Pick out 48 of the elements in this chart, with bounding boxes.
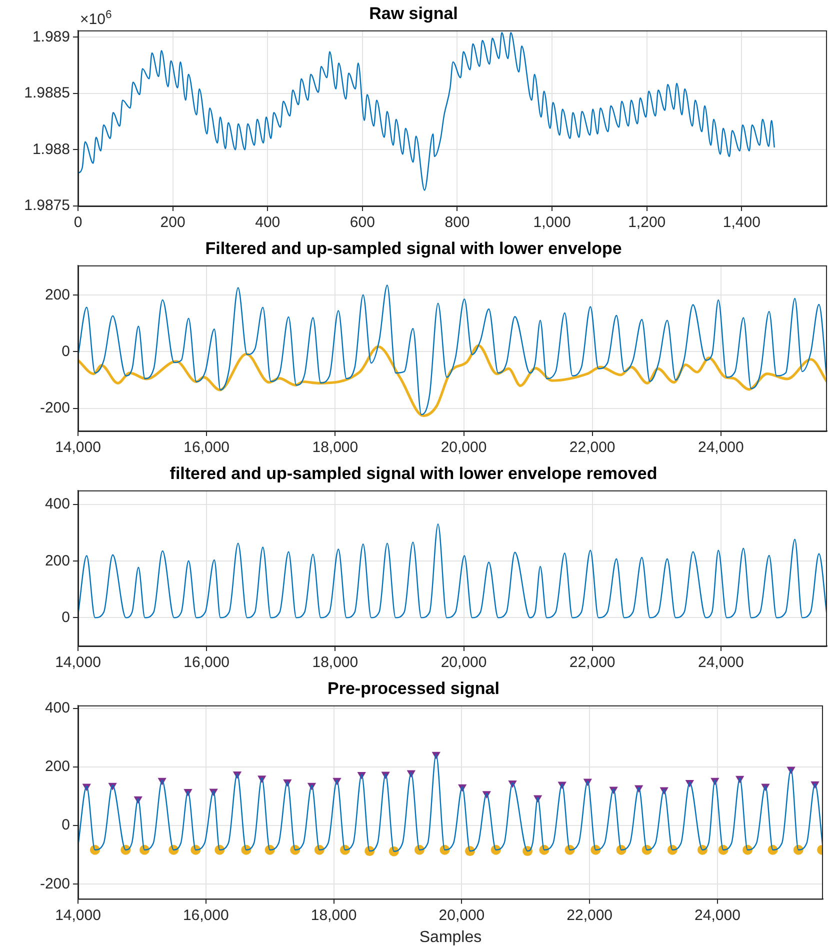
x-tick-label: 14,000 bbox=[55, 906, 101, 924]
x-tick-label: 16,000 bbox=[184, 654, 230, 672]
x-tick-label: 20,000 bbox=[440, 654, 487, 672]
x-tick-label: 0 bbox=[74, 214, 82, 232]
x-tick-label: 24,000 bbox=[698, 439, 744, 456]
x-tick-label: 1,400 bbox=[722, 214, 760, 232]
x-tick-label: 18,000 bbox=[312, 439, 358, 456]
x-tick-label: 1,000 bbox=[533, 214, 571, 232]
x-tick-label: 400 bbox=[255, 214, 280, 232]
x-tick-label: 20,000 bbox=[440, 439, 487, 456]
x-tick-label: 800 bbox=[444, 214, 470, 232]
chart-title: Filtered and up-sampled signal with lower envelope bbox=[205, 238, 622, 258]
x-tick-label: 1,200 bbox=[628, 214, 666, 232]
x-tick-label: 18,000 bbox=[312, 654, 358, 672]
x-tick-label: 600 bbox=[350, 214, 375, 232]
y-tick-label: 400 bbox=[44, 496, 70, 513]
y-tick-label: -200 bbox=[40, 875, 70, 892]
y-tick-label: 200 bbox=[44, 552, 70, 570]
x-tick-label: 22,000 bbox=[569, 439, 616, 456]
x-tick-label: 24,000 bbox=[694, 906, 740, 924]
x-tick-label: 14,000 bbox=[55, 654, 101, 672]
x-axis-title: Samples bbox=[419, 928, 482, 946]
chart-title: Raw signal bbox=[369, 4, 458, 23]
y-tick-label: 0 bbox=[62, 342, 70, 360]
y-tick-label: 1.988 bbox=[32, 140, 70, 158]
x-tick-label: 22,000 bbox=[566, 906, 613, 924]
x-tick-label: 22,000 bbox=[569, 654, 616, 672]
chart-title: Pre-processed signal bbox=[328, 678, 500, 698]
line-series bbox=[78, 523, 827, 618]
y-tick-label: 0 bbox=[62, 608, 70, 626]
y-tick-label: 1.9875 bbox=[24, 197, 70, 214]
y-tick-label: 1.989 bbox=[32, 28, 70, 46]
x-tick-label: 14,000 bbox=[55, 439, 101, 456]
chart-title: filtered and up-sampled signal with lower envelope removed bbox=[170, 464, 658, 483]
x-tick-label: 16,000 bbox=[182, 906, 229, 924]
y-tick-label: 1.9885 bbox=[24, 84, 70, 102]
y-tick-label: -200 bbox=[40, 399, 70, 416]
x-tick-label: 200 bbox=[160, 214, 186, 232]
x-tick-label: 20,000 bbox=[438, 906, 485, 924]
x-tick-label: 18,000 bbox=[310, 906, 357, 924]
y-tick-label: 400 bbox=[44, 699, 70, 716]
y-tick-label: 200 bbox=[44, 286, 70, 304]
y-tick-label: 0 bbox=[62, 816, 70, 834]
x-tick-label: 24,000 bbox=[698, 654, 744, 672]
x-tick-label: 16,000 bbox=[184, 439, 230, 456]
y-tick-label: 200 bbox=[44, 758, 70, 776]
line-series bbox=[78, 32, 775, 191]
line-series bbox=[78, 284, 827, 416]
